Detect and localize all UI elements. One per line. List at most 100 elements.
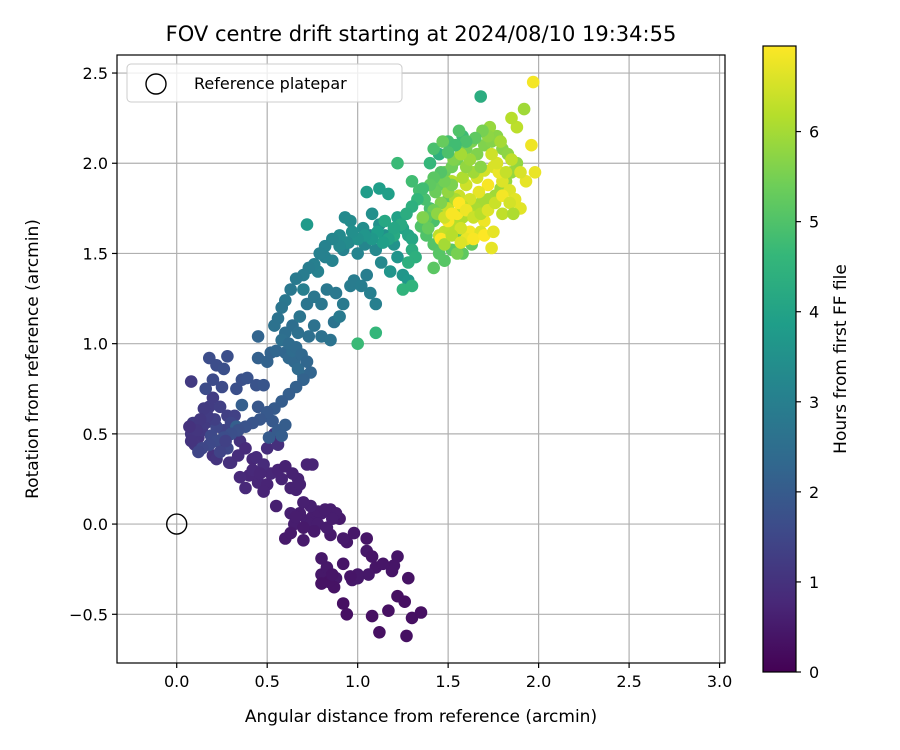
data-point-303 <box>441 146 455 159</box>
data-point-297 <box>485 147 498 161</box>
x-tick-label-1: 0.5 <box>254 672 279 691</box>
data-point-324 <box>313 247 327 260</box>
data-point-279 <box>474 160 488 174</box>
data-point-95 <box>279 418 292 432</box>
colorbar-tick-label-4: 4 <box>809 303 819 322</box>
data-point-363 <box>184 434 198 448</box>
data-point-361 <box>193 413 207 426</box>
data-point-280 <box>463 153 477 166</box>
data-point-172 <box>405 175 419 188</box>
y-tick-label-4: 1.5 <box>83 244 108 263</box>
data-point-155 <box>360 185 374 199</box>
data-point-19 <box>315 552 328 565</box>
data-point-8 <box>402 571 415 585</box>
data-point-286 <box>416 211 430 224</box>
data-point-287 <box>438 238 451 251</box>
data-point-168 <box>405 279 419 293</box>
data-point-329 <box>284 283 298 296</box>
colorbar-tick-label-2: 2 <box>809 483 819 502</box>
data-point-228 <box>505 111 518 125</box>
colorbar-tick-label-6: 6 <box>809 123 819 142</box>
colorbar <box>762 45 797 673</box>
colorbar-tick-label-3: 3 <box>809 393 819 412</box>
data-point-124 <box>333 310 346 323</box>
data-point-368 <box>239 442 252 455</box>
data-point-237 <box>450 247 464 260</box>
data-point-366 <box>222 456 236 470</box>
data-point-69 <box>213 400 227 414</box>
data-point-111 <box>291 326 305 340</box>
data-point-392 <box>382 604 395 617</box>
data-point-161 <box>405 232 419 246</box>
data-point-314 <box>376 236 390 249</box>
data-point-378 <box>289 510 303 524</box>
data-points <box>183 75 542 643</box>
data-point-53 <box>260 442 274 455</box>
data-point-245 <box>454 221 468 235</box>
data-point-310 <box>400 207 413 221</box>
data-point-365 <box>184 375 198 388</box>
x-tick-label-0: 0.0 <box>164 672 189 691</box>
data-point-127 <box>355 279 368 293</box>
data-point-292 <box>487 225 500 239</box>
data-point-23 <box>336 532 350 545</box>
data-point-319 <box>345 225 359 239</box>
data-point-93 <box>262 431 276 444</box>
data-point-382 <box>326 512 339 525</box>
data-point-131 <box>297 283 310 296</box>
chart-title: FOV centre drift starting at 2024/08/10 … <box>166 22 677 46</box>
x-axis-label: Angular distance from reference (arcmin) <box>245 707 597 727</box>
data-point-387 <box>336 557 350 571</box>
data-point-225 <box>528 166 542 179</box>
data-point-383 <box>318 503 332 516</box>
data-point-123 <box>336 297 350 311</box>
data-point-107 <box>291 362 305 376</box>
data-point-285 <box>421 221 435 235</box>
data-point-120 <box>315 297 328 311</box>
data-point-134 <box>326 254 339 267</box>
data-point-11 <box>391 550 404 563</box>
data-point-278 <box>503 196 516 210</box>
data-point-82 <box>221 350 234 363</box>
data-point-290 <box>467 232 480 246</box>
data-point-48 <box>233 470 247 484</box>
data-point-312 <box>387 221 401 235</box>
data-point-360 <box>197 402 211 415</box>
legend-box <box>126 63 403 103</box>
data-point-301 <box>459 135 473 148</box>
y-tick-label-2: 0.5 <box>83 425 108 444</box>
data-point-49 <box>239 481 252 495</box>
data-point-25 <box>297 534 310 547</box>
data-point-393 <box>405 611 419 625</box>
data-point-129 <box>364 286 377 300</box>
data-point-242 <box>485 241 498 255</box>
plot-frame <box>116 54 726 664</box>
data-point-83 <box>217 362 231 376</box>
data-point-166 <box>402 256 415 269</box>
data-point-397 <box>315 577 328 590</box>
data-point-89 <box>251 400 265 414</box>
data-point-391 <box>347 526 361 540</box>
data-point-4 <box>400 629 413 643</box>
data-point-79 <box>215 380 229 394</box>
data-point-233 <box>423 156 437 170</box>
y-axis-ticks: −0.5 0.0 0.5 1.0 1.5 2.0 2.5 <box>69 64 117 624</box>
data-point-94 <box>275 429 289 443</box>
x-axis-ticks: 0.0 0.5 1.0 1.5 2.0 2.5 3.0 <box>164 663 732 691</box>
data-point-2 <box>365 609 379 623</box>
data-point-37 <box>269 499 283 513</box>
data-point-21 <box>360 532 374 545</box>
data-point-377 <box>297 496 310 509</box>
data-point-385 <box>297 521 310 534</box>
data-point-229 <box>517 102 531 116</box>
data-point-259 <box>481 178 495 192</box>
data-point-288 <box>445 229 459 242</box>
data-point-150 <box>391 250 404 264</box>
legend-label: Reference platepar <box>194 74 347 93</box>
data-point-41 <box>293 478 307 491</box>
data-point-372 <box>257 485 270 498</box>
data-point-248 <box>456 171 469 184</box>
data-point-356 <box>213 445 227 459</box>
